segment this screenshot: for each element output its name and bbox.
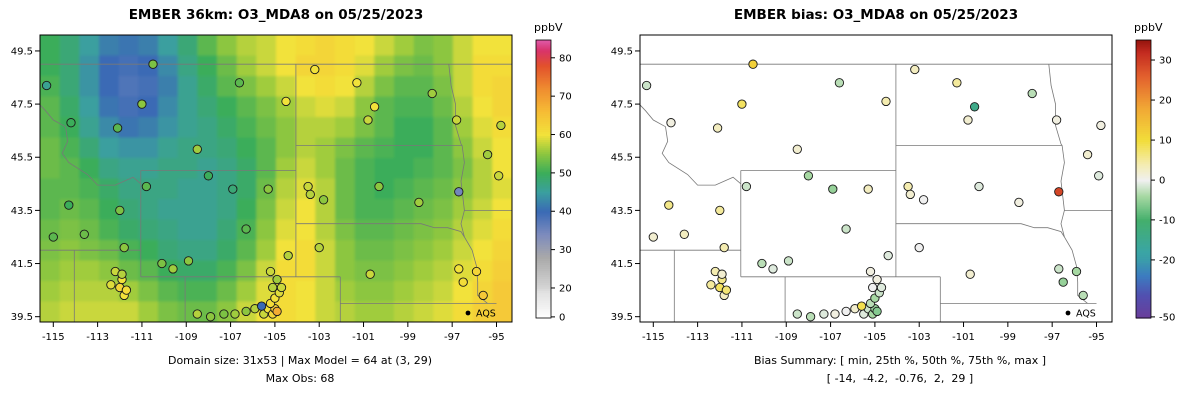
svg-text:-113: -113 — [686, 332, 709, 343]
svg-text:-107: -107 — [219, 332, 242, 343]
svg-text:30: 30 — [1159, 56, 1172, 67]
svg-text:-115: -115 — [42, 332, 65, 343]
svg-text:-99: -99 — [400, 332, 416, 343]
svg-text:45.5: 45.5 — [11, 153, 33, 164]
svg-text:-103: -103 — [308, 332, 331, 343]
svg-text:0: 0 — [559, 312, 565, 323]
svg-text:70: 70 — [559, 92, 572, 103]
svg-text:39.5: 39.5 — [611, 312, 633, 323]
left-panel-title: EMBER 36km: O3_MDA8 on 05/25/2023 — [128, 7, 424, 23]
svg-text:-95: -95 — [488, 332, 504, 343]
svg-text:30: 30 — [559, 245, 572, 256]
svg-text:-99: -99 — [1000, 332, 1016, 343]
aqs-dot-icon — [465, 310, 471, 316]
colorbar-units-label: ppbV — [1134, 21, 1163, 34]
svg-text:43.5: 43.5 — [611, 206, 633, 217]
svg-text:-95: -95 — [1088, 332, 1104, 343]
svg-text:0: 0 — [1159, 176, 1165, 187]
svg-text:49.5: 49.5 — [11, 46, 33, 57]
aqs-legend: AQS — [1065, 309, 1096, 320]
svg-text:80: 80 — [559, 53, 572, 64]
aqs-legend: AQS — [465, 309, 496, 320]
svg-text:-97: -97 — [1044, 332, 1060, 343]
obs-points — [41, 59, 506, 322]
axes: -115 -113 -111 -109 -107 -105 -103 -101 -99 -97 -9… — [11, 34, 513, 343]
colorbar: 80 70 60 50 40 30 20 0 ppbV — [534, 21, 572, 323]
right-caption-line2: [ -14, -4.2, -0.76, 2, 29 ] — [826, 372, 974, 385]
svg-text:AQS: AQS — [1076, 309, 1096, 320]
svg-text:20: 20 — [559, 283, 572, 294]
right-caption-line1: Bias Summary: [ min, 25th %, 50th %, 75t… — [753, 354, 1047, 367]
svg-text:-50: -50 — [1159, 312, 1175, 323]
svg-text:20: 20 — [1159, 96, 1172, 107]
svg-text:40: 40 — [559, 207, 572, 218]
svg-text:10: 10 — [1159, 136, 1172, 147]
svg-text:47.5: 47.5 — [611, 100, 633, 111]
svg-text:-107: -107 — [819, 332, 842, 343]
bias-scatter-map: -115 -113 -111 -109 -107 -105 -103 -101 -99 -97 -9… — [611, 21, 1176, 343]
panel-model-map: -115 -113 -111 -109 -107 -105 -103 -101 -99 -97 -9… — [11, 7, 572, 385]
svg-text:41.5: 41.5 — [11, 259, 33, 270]
svg-text:47.5: 47.5 — [11, 100, 33, 111]
svg-text:45.5: 45.5 — [611, 153, 633, 164]
aqs-dot-icon — [1065, 310, 1071, 316]
model-concentration-map: -115 -113 -111 -109 -107 -105 -103 -101 -99 -97 -9… — [11, 21, 572, 343]
svg-text:AQS: AQS — [476, 309, 496, 320]
svg-text:-111: -111 — [731, 332, 754, 343]
svg-text:-97: -97 — [444, 332, 460, 343]
svg-text:-101: -101 — [952, 332, 975, 343]
svg-text:-105: -105 — [264, 332, 287, 343]
svg-text:43.5: 43.5 — [11, 206, 33, 217]
svg-text:-103: -103 — [908, 332, 931, 343]
panel-bias-map: -115 -113 -111 -109 -107 -105 -103 -101 -99 -97 -9… — [600, 0, 1200, 409]
svg-text:-101: -101 — [352, 332, 375, 343]
svg-text:49.5: 49.5 — [611, 46, 633, 57]
svg-text:-109: -109 — [775, 332, 798, 343]
left-caption-line2: Max Obs: 68 — [265, 372, 335, 385]
svg-text:-111: -111 — [131, 332, 154, 343]
svg-text:50: 50 — [559, 168, 572, 179]
left-caption-line1: Domain size: 31x53 | Max Model = 64 at (… — [167, 354, 432, 367]
svg-text:-113: -113 — [86, 332, 109, 343]
right-panel-title: EMBER bias: O3_MDA8 on 05/25/2023 — [733, 7, 1019, 23]
svg-text:-105: -105 — [864, 332, 887, 343]
svg-text:-10: -10 — [1159, 215, 1175, 226]
svg-text:-109: -109 — [175, 332, 198, 343]
colorbar: 30 20 10 0 -10 -20 -50 ppbV — [1134, 21, 1175, 323]
svg-text:41.5: 41.5 — [611, 259, 633, 270]
svg-text:39.5: 39.5 — [11, 312, 33, 323]
colorbar-units-label: ppbV — [534, 21, 563, 34]
axes: -115 -113 -111 -109 -107 -105 -103 -101 -99 -97 -9… — [611, 34, 1113, 343]
state-borders — [40, 63, 512, 322]
svg-text:-20: -20 — [1159, 255, 1175, 266]
obs-points — [641, 59, 1106, 322]
svg-text:-115: -115 — [642, 332, 665, 343]
svg-text:60: 60 — [559, 130, 572, 141]
